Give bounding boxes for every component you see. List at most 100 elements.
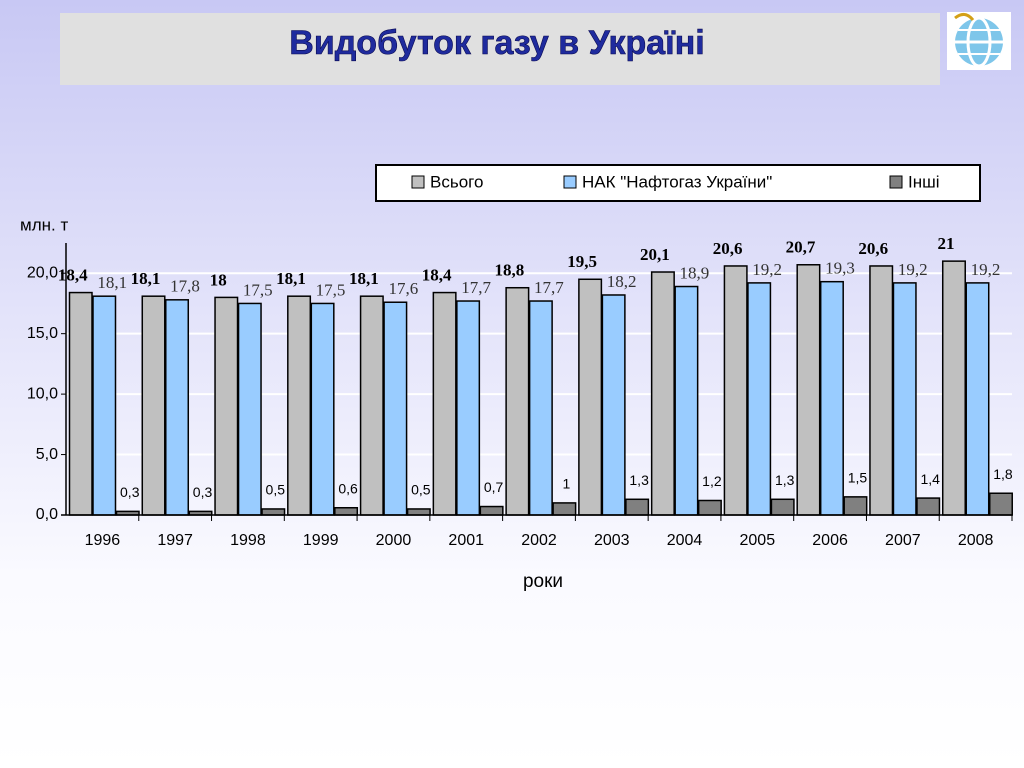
data-label: 19,2 xyxy=(898,260,928,279)
data-label: 20,7 xyxy=(786,238,816,257)
data-label: 0,5 xyxy=(266,482,286,498)
data-label: 18,4 xyxy=(58,265,88,284)
data-label: 18,4 xyxy=(422,265,452,284)
legend-swatch xyxy=(411,175,425,189)
bar xyxy=(697,499,722,516)
data-label: 1,3 xyxy=(629,472,649,488)
bar xyxy=(916,497,941,516)
data-label: 17,5 xyxy=(243,280,273,299)
bar xyxy=(869,265,894,516)
data-label: 17,7 xyxy=(461,278,491,297)
bar xyxy=(650,271,675,516)
legend-label: НАК "Нафтогаз України" xyxy=(582,172,772,191)
data-label: 18,1 xyxy=(276,269,306,288)
data-label: 0,3 xyxy=(193,484,213,500)
y-tick-label: 5,0 xyxy=(36,446,58,463)
bar xyxy=(165,299,190,516)
bar xyxy=(310,302,335,516)
x-tick-label: 2008 xyxy=(958,532,994,549)
data-label: 21 xyxy=(937,234,954,253)
data-label: 1,3 xyxy=(775,472,795,488)
x-tick-label: 1999 xyxy=(303,532,339,549)
bar xyxy=(796,264,821,516)
x-tick-label: 2003 xyxy=(594,532,630,549)
data-label: 1,2 xyxy=(702,473,722,489)
bar xyxy=(578,278,603,516)
data-label: 18 xyxy=(210,270,227,289)
bar xyxy=(92,295,117,516)
chart-title: Видобуток газу в Україні xyxy=(289,24,704,62)
data-label: 20,1 xyxy=(640,245,670,264)
bar xyxy=(261,508,286,516)
x-tick-label: 1996 xyxy=(85,532,121,549)
data-label: 0,3 xyxy=(120,484,140,500)
x-tick-label: 2001 xyxy=(448,532,484,549)
x-axis-label: роки xyxy=(523,571,563,592)
title-box xyxy=(60,13,940,85)
bar xyxy=(892,282,917,516)
x-tick-label: 1997 xyxy=(157,532,193,549)
bar xyxy=(965,282,990,516)
bar xyxy=(287,295,312,516)
data-label: 19,2 xyxy=(971,260,1001,279)
data-label: 18,9 xyxy=(680,263,710,282)
bar xyxy=(552,502,577,516)
x-tick-label: 2000 xyxy=(376,532,412,549)
legend-swatch xyxy=(563,175,577,189)
bar xyxy=(747,282,772,516)
logo xyxy=(947,12,1011,70)
legend xyxy=(375,164,981,202)
bar xyxy=(68,291,93,516)
data-label: 19,2 xyxy=(752,260,782,279)
x-tick-label: 2002 xyxy=(521,532,557,549)
bar xyxy=(334,506,359,516)
bar xyxy=(625,498,650,516)
legend-label: Інші xyxy=(908,172,940,191)
data-label: 1,8 xyxy=(993,466,1013,482)
bar xyxy=(843,496,868,516)
bar xyxy=(601,294,626,516)
x-tick-label: 2006 xyxy=(812,532,848,549)
bar xyxy=(432,291,457,516)
data-label: 18,1 xyxy=(131,269,161,288)
y-axis-label: млн. т xyxy=(20,215,68,234)
bar xyxy=(674,285,699,516)
data-label: 0,6 xyxy=(338,480,358,496)
x-tick-label: 2007 xyxy=(885,532,921,549)
bar xyxy=(941,260,966,516)
bar xyxy=(237,302,262,516)
x-tick-label: 1998 xyxy=(230,532,266,549)
data-label: 20,6 xyxy=(713,239,743,258)
data-label: 20,6 xyxy=(858,239,888,258)
data-label: 18,1 xyxy=(97,273,127,292)
bar xyxy=(359,295,384,516)
legend-label: Всього xyxy=(430,172,483,191)
data-label: 17,5 xyxy=(316,280,346,299)
y-tick-label: 0,0 xyxy=(36,506,58,523)
data-label: 17,8 xyxy=(170,277,200,296)
legend-swatch xyxy=(889,175,903,189)
bar xyxy=(723,265,748,516)
bar xyxy=(819,280,844,516)
y-tick-label: 20,0 xyxy=(27,264,58,281)
bar xyxy=(406,508,431,516)
bar xyxy=(770,498,795,516)
data-label: 19,3 xyxy=(825,259,855,278)
data-label: 18,8 xyxy=(494,261,524,280)
y-tick-label: 15,0 xyxy=(27,325,58,342)
data-label: 1 xyxy=(562,476,570,492)
data-label: 0,7 xyxy=(484,479,504,495)
data-label: 1,5 xyxy=(848,470,868,486)
bar xyxy=(988,492,1013,516)
x-tick-label: 2004 xyxy=(667,532,703,549)
bar xyxy=(456,300,481,516)
bar xyxy=(214,296,239,516)
y-tick-label: 10,0 xyxy=(27,385,58,402)
data-label: 17,7 xyxy=(534,278,564,297)
data-label: 19,5 xyxy=(567,252,597,271)
data-label: 17,6 xyxy=(388,279,418,298)
bar xyxy=(141,295,166,516)
x-tick-label: 2005 xyxy=(740,532,776,549)
bar xyxy=(383,301,408,516)
